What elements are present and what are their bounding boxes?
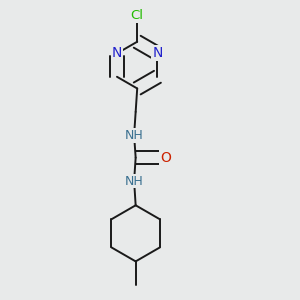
Text: N: N [112,46,122,60]
Text: N: N [152,46,163,60]
Text: NH: NH [125,175,143,188]
Text: NH: NH [125,129,143,142]
Text: Cl: Cl [131,9,144,22]
Text: O: O [160,151,171,165]
